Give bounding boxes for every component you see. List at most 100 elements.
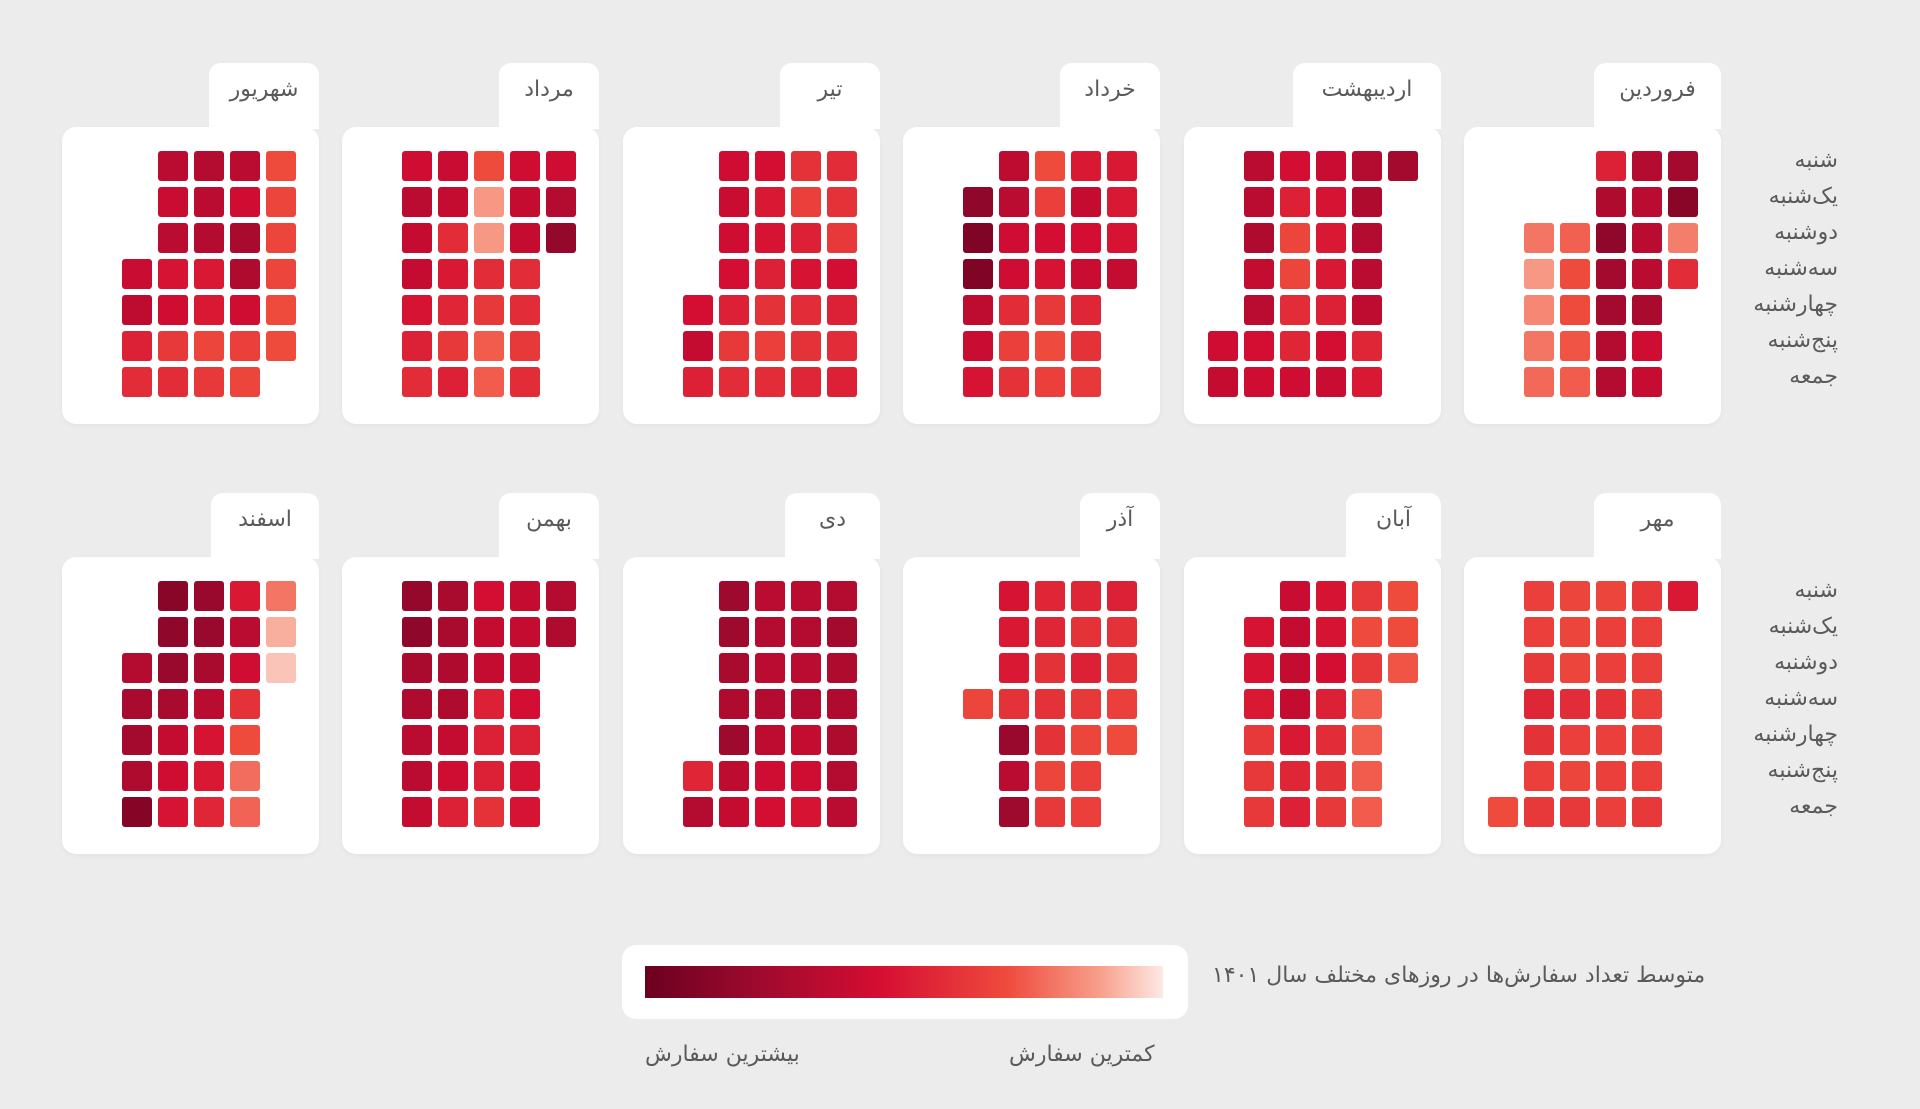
day-cell xyxy=(963,259,993,289)
day-cell xyxy=(1524,653,1554,683)
day-cell xyxy=(1352,581,1382,611)
day-cell xyxy=(158,581,188,611)
day-cell xyxy=(438,259,468,289)
day-cell xyxy=(1632,725,1662,755)
day-cell xyxy=(1244,331,1274,361)
day-cell xyxy=(194,689,224,719)
day-cell xyxy=(1280,295,1310,325)
day-cell xyxy=(1071,151,1101,181)
day-cell xyxy=(1560,295,1590,325)
day-cell xyxy=(122,653,152,683)
day-cell xyxy=(1632,259,1662,289)
day-cell xyxy=(791,725,821,755)
day-cell xyxy=(1107,223,1137,253)
month-tab: تیر xyxy=(780,63,880,129)
day-cell xyxy=(1035,223,1065,253)
day-cell xyxy=(1632,187,1662,217)
day-cell xyxy=(791,367,821,397)
month-tab: بهمن xyxy=(499,493,599,559)
day-cell xyxy=(963,295,993,325)
day-cell xyxy=(474,259,504,289)
day-cell xyxy=(999,295,1029,325)
day-cell xyxy=(1035,725,1065,755)
day-cell xyxy=(1316,653,1346,683)
day-cell xyxy=(510,617,540,647)
day-cell xyxy=(1632,581,1662,611)
day-cell xyxy=(158,187,188,217)
day-cell xyxy=(1632,367,1662,397)
day-cell xyxy=(510,725,540,755)
day-cell xyxy=(1632,151,1662,181)
day-cell xyxy=(1352,725,1382,755)
day-cell xyxy=(122,725,152,755)
day-cell xyxy=(474,761,504,791)
weekday-label: یک‌شنبه xyxy=(1768,184,1838,209)
month-tab: اسفند xyxy=(211,493,319,559)
day-cell xyxy=(194,331,224,361)
month-tab: آذر xyxy=(1080,493,1160,559)
month-tab: مهر xyxy=(1594,493,1721,559)
day-cell xyxy=(438,223,468,253)
day-cell xyxy=(158,725,188,755)
day-cell xyxy=(1316,295,1346,325)
month-tab: فروردین xyxy=(1594,63,1721,129)
day-cell xyxy=(474,187,504,217)
day-cell xyxy=(158,295,188,325)
day-cell xyxy=(230,617,260,647)
day-cell xyxy=(438,187,468,217)
day-cell xyxy=(683,797,713,827)
day-cell xyxy=(755,151,785,181)
day-cell xyxy=(1244,223,1274,253)
day-cell xyxy=(1071,653,1101,683)
day-cell xyxy=(1596,367,1626,397)
day-cell xyxy=(1524,581,1554,611)
day-cell xyxy=(719,797,749,827)
day-cell xyxy=(999,725,1029,755)
day-cell xyxy=(683,295,713,325)
day-cell xyxy=(827,151,857,181)
day-cell xyxy=(1244,259,1274,289)
color-scale-bar xyxy=(645,966,1163,998)
day-cell xyxy=(1035,331,1065,361)
day-cell xyxy=(1352,187,1382,217)
day-cell xyxy=(510,689,540,719)
day-cell xyxy=(1596,761,1626,791)
weekday-label: شنبه xyxy=(1794,148,1838,173)
day-cell xyxy=(1388,151,1418,181)
day-cell xyxy=(1524,295,1554,325)
day-cell xyxy=(402,367,432,397)
day-cell xyxy=(755,223,785,253)
chart-title: متوسط تعداد سفارش‌ها در روزهای مختلف سال… xyxy=(1212,963,1706,988)
month-tab: خرداد xyxy=(1060,63,1160,129)
day-cell xyxy=(546,581,576,611)
day-cell xyxy=(438,689,468,719)
day-cell xyxy=(755,187,785,217)
day-cell xyxy=(1316,223,1346,253)
day-cell xyxy=(999,259,1029,289)
day-cell xyxy=(546,187,576,217)
day-cell xyxy=(474,295,504,325)
day-cell xyxy=(1280,689,1310,719)
day-cell xyxy=(158,689,188,719)
day-cell xyxy=(1316,331,1346,361)
day-cell xyxy=(1244,617,1274,647)
day-cell xyxy=(402,223,432,253)
weekday-label: چهارشنبه xyxy=(1753,722,1838,747)
day-cell xyxy=(755,617,785,647)
day-cell xyxy=(1632,331,1662,361)
day-cell xyxy=(1488,797,1518,827)
day-cell xyxy=(402,725,432,755)
day-cell xyxy=(438,367,468,397)
day-cell xyxy=(474,367,504,397)
day-cell xyxy=(1280,761,1310,791)
day-cell xyxy=(827,581,857,611)
day-cell xyxy=(791,295,821,325)
day-cell xyxy=(1668,259,1698,289)
day-cell xyxy=(999,653,1029,683)
day-cell xyxy=(755,367,785,397)
day-cell xyxy=(1632,689,1662,719)
day-cell xyxy=(1668,223,1698,253)
day-cell xyxy=(1035,151,1065,181)
day-cell xyxy=(1352,797,1382,827)
day-cell xyxy=(194,367,224,397)
